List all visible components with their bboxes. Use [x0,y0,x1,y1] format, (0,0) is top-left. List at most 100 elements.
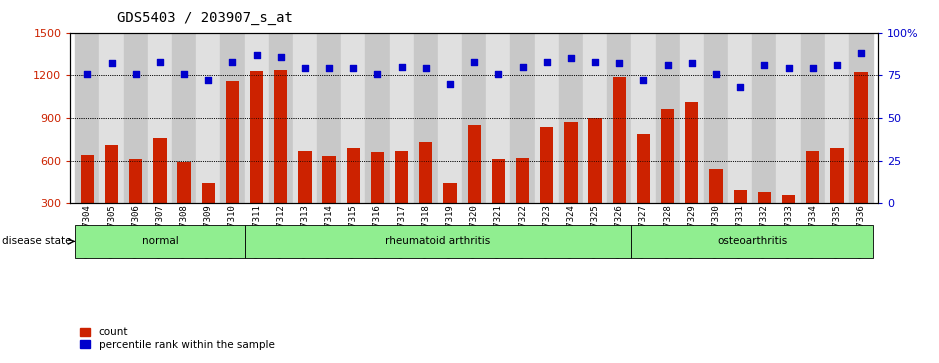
Bar [414,33,438,203]
Point [225,59,240,65]
Bar [806,151,820,203]
Bar [680,33,704,203]
Bar [830,148,843,203]
Bar [153,138,166,203]
Bar [81,155,94,203]
Bar [244,225,631,258]
Bar [346,148,360,203]
Bar [709,169,723,203]
Text: osteoarthritis: osteoarthritis [717,236,788,246]
Bar [395,151,408,203]
Bar [806,151,820,203]
Bar [583,33,608,203]
Text: disease state: disease state [2,236,71,246]
Bar [685,102,699,203]
Bar [830,148,843,203]
Point [80,71,95,77]
Bar [564,122,577,203]
Bar [511,33,534,203]
Bar [322,156,336,203]
Bar [299,151,312,203]
Point [685,61,700,66]
Point [322,66,337,72]
Bar [317,33,341,203]
Point [201,78,216,83]
Bar [540,126,553,203]
Bar [564,122,577,203]
Bar [274,70,287,203]
Text: rheumatoid arthritis: rheumatoid arthritis [385,236,490,246]
Point [515,64,530,70]
Bar [631,33,655,203]
Point [491,71,506,77]
Point [611,61,626,66]
Bar [492,159,505,203]
Point [129,71,144,77]
Bar [75,33,100,203]
Bar [801,33,824,203]
Bar [293,33,317,203]
Bar [395,151,408,203]
Point [370,71,385,77]
Bar [782,195,795,203]
Bar [849,33,873,203]
Bar [322,156,336,203]
Bar [124,33,147,203]
Bar [468,125,481,203]
Bar [244,33,269,203]
Bar [250,71,263,203]
Point [757,62,772,68]
Bar [371,152,384,203]
Point [732,84,747,90]
Bar [105,145,118,203]
Bar [685,102,699,203]
Bar [733,191,747,203]
Bar [661,110,674,203]
Bar [637,134,650,203]
Bar [462,33,486,203]
Point [781,66,796,72]
Bar [438,33,462,203]
Bar [854,73,868,203]
Bar [365,33,390,203]
Point [660,62,675,68]
Point [152,59,167,65]
Bar [81,155,94,203]
Bar [177,162,191,203]
Point [177,71,192,77]
Bar [346,148,360,203]
Bar [177,162,191,203]
Point [805,66,820,72]
Point [273,54,288,60]
Point [442,81,457,87]
Bar [443,183,456,203]
Bar [105,145,118,203]
Bar [516,158,530,203]
Bar [371,152,384,203]
Bar [655,33,680,203]
Point [419,66,434,72]
Bar [196,33,221,203]
Bar [854,73,868,203]
Bar [153,138,166,203]
Bar [274,70,287,203]
Bar [589,118,602,203]
Bar [752,33,777,203]
Bar [661,110,674,203]
Point [249,52,264,58]
Legend: count, percentile rank within the sample: count, percentile rank within the sample [76,323,279,354]
Bar [782,195,795,203]
Point [394,64,409,70]
Bar [492,159,505,203]
Point [829,62,844,68]
Bar [202,183,215,203]
Bar [202,183,215,203]
Bar [728,33,752,203]
Bar [709,169,723,203]
Bar [540,126,553,203]
Bar [129,159,143,203]
Point [104,61,119,66]
Bar [824,33,849,203]
Bar [534,33,559,203]
Point [854,50,869,56]
